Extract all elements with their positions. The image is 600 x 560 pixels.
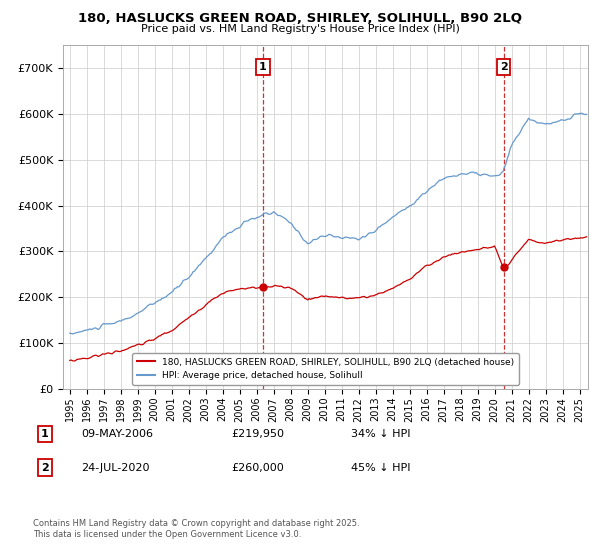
Text: 1: 1 [259,62,267,72]
Text: 45% ↓ HPI: 45% ↓ HPI [351,463,410,473]
Text: 34% ↓ HPI: 34% ↓ HPI [351,429,410,439]
Text: Contains HM Land Registry data © Crown copyright and database right 2025.
This d: Contains HM Land Registry data © Crown c… [33,520,359,539]
Text: 09-MAY-2006: 09-MAY-2006 [81,429,153,439]
Text: 180, HASLUCKS GREEN ROAD, SHIRLEY, SOLIHULL, B90 2LQ: 180, HASLUCKS GREEN ROAD, SHIRLEY, SOLIH… [78,12,522,25]
Text: 24-JUL-2020: 24-JUL-2020 [81,463,149,473]
Text: 2: 2 [41,463,49,473]
Text: £260,000: £260,000 [231,463,284,473]
Legend: 180, HASLUCKS GREEN ROAD, SHIRLEY, SOLIHULL, B90 2LQ (detached house), HPI: Aver: 180, HASLUCKS GREEN ROAD, SHIRLEY, SOLIH… [132,353,519,385]
Text: 1: 1 [41,429,49,439]
Text: Price paid vs. HM Land Registry's House Price Index (HPI): Price paid vs. HM Land Registry's House … [140,24,460,34]
Text: 2: 2 [500,62,508,72]
Text: £219,950: £219,950 [231,429,284,439]
